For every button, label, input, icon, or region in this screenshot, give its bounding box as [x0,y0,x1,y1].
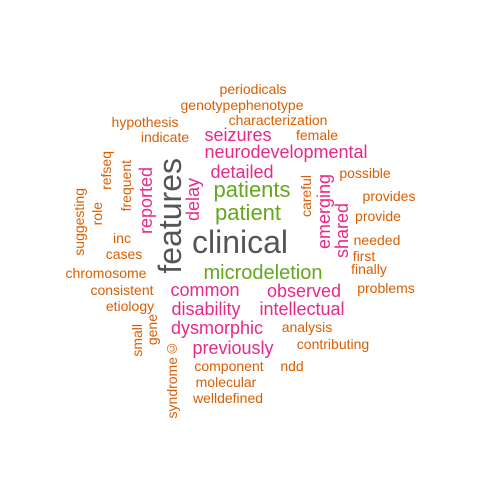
word-inc: inc [113,230,131,246]
word-characterization: characterization [228,112,328,128]
word-provide: provide [355,208,401,224]
word-suggesting: suggesting [71,188,87,256]
word-dysmorphic: dysmorphic [170,318,264,338]
word-frequent: frequent [118,160,134,212]
word-emerging: emerging [314,174,334,250]
word-periodicals: periodicals [219,81,287,97]
word-observed: observed [266,281,342,301]
word-patient: patient [214,200,282,225]
word-microdeletion: microdeletion [203,262,323,284]
word-intellectual: intellectual [259,299,345,319]
word-analysis: analysis [281,319,333,335]
word-gene: gene [144,314,160,346]
word-refseq: refseq [98,150,114,190]
word-ndd: ndd [280,358,304,374]
word-disability: disability [171,299,241,319]
word-female: female [295,127,339,143]
word-consistent: consistent [90,282,154,298]
word-careful: careful [298,174,314,218]
word-molecular: molecular [195,374,257,390]
word-welldefined: welldefined [192,390,264,406]
word-genotypephenotype: genotypephenotype [180,97,304,113]
word-first: first [352,248,376,264]
word-syndrome-: syndrome© [164,341,180,419]
word-detailed: detailed [210,162,274,182]
word-component: component [194,358,264,374]
word-common: common [170,280,240,300]
word-features: features [152,158,188,274]
word-possible: possible [339,165,391,181]
word-seizures: seizures [204,125,272,145]
word-small: small [129,323,145,357]
word-problems: problems [357,280,415,296]
word-delay: delay [183,178,203,222]
word-shared: shared [332,203,352,259]
word-indicate: indicate [140,129,190,145]
word-patients: patients [213,177,291,202]
word-cases: cases [105,246,143,262]
word-provides: provides [362,188,416,204]
word-needed: needed [353,232,401,248]
word-clinical: clinical [191,224,289,260]
word-role: role [89,202,105,226]
word-finally: finally [351,261,387,277]
word-hypothesis: hypothesis [111,114,179,130]
word-chromosome: chromosome [65,265,147,281]
word-etiology: etiology [105,298,155,314]
word-previously: previously [192,338,274,358]
word-neurodevelopmental: neurodevelopmental [204,142,368,162]
word-contributing: contributing [296,336,370,352]
